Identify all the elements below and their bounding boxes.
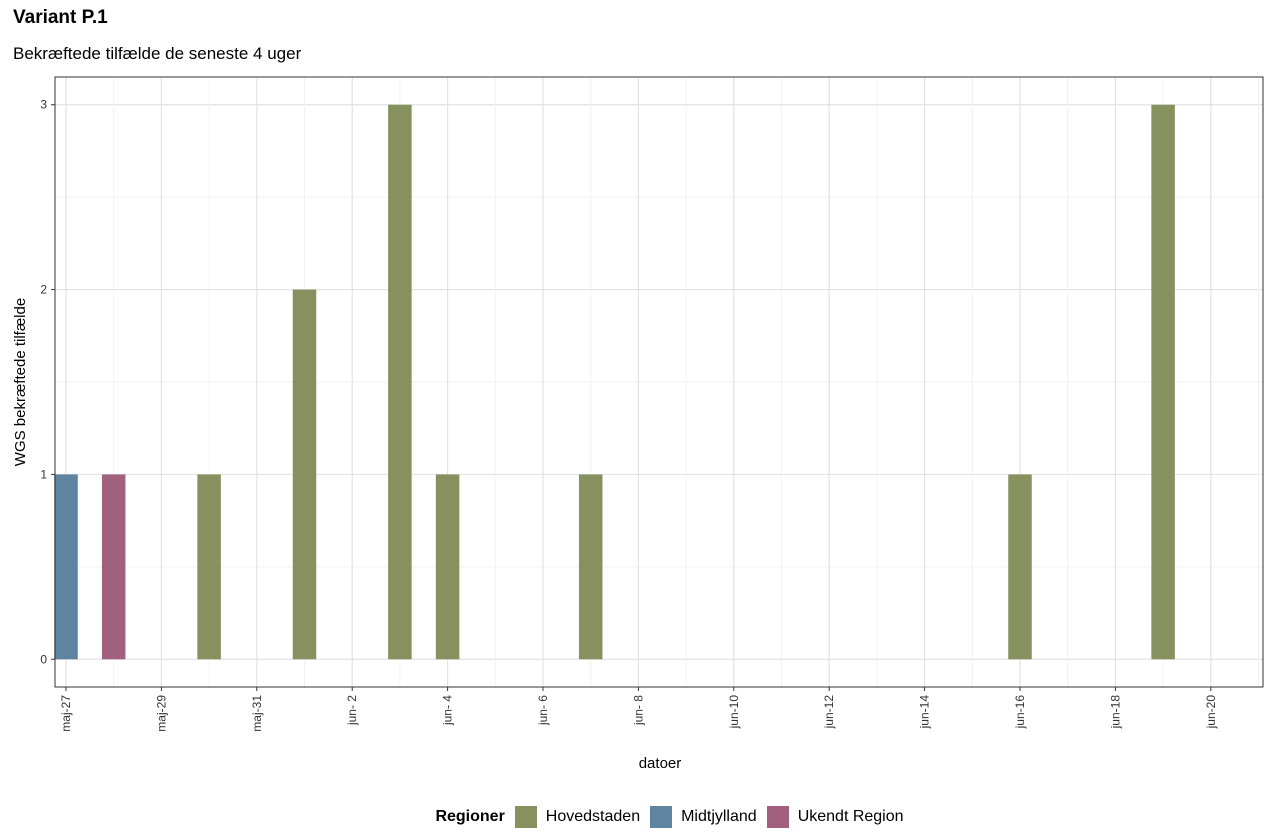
bar — [292, 289, 317, 660]
bars — [54, 104, 1175, 660]
grid-lines — [55, 77, 1263, 687]
bar — [1151, 104, 1175, 660]
x-axis-title: datoer — [639, 755, 682, 772]
legend: Regioner Hovedstaden Midtjylland Ukendt … — [0, 806, 1269, 828]
chart-subtitle: Bekræftede tilfælde de seneste 4 uger — [13, 44, 302, 63]
x-tick-label: jun-10 — [727, 695, 741, 730]
x-tick-label: jun-18 — [1108, 695, 1122, 730]
legend-label-hovedstaden: Hovedstaden — [545, 808, 641, 825]
bar — [101, 474, 126, 660]
legend-item-ukendt-region: Ukendt Region — [766, 806, 904, 828]
legend-item-midtjylland: Midtjylland — [650, 806, 757, 828]
x-tick-label: jun-20 — [1204, 695, 1218, 730]
x-tick-label: jun-16 — [1013, 695, 1027, 730]
bar — [1008, 474, 1032, 660]
x-tick-label: maj-31 — [250, 695, 264, 732]
x-axis: maj-27 maj-29 maj-31 jun- 2 jun- 4 jun- 6 jun-… — [59, 687, 1218, 732]
legend-label-ukendt-region: Ukendt Region — [797, 808, 904, 825]
bar — [435, 474, 460, 660]
y-axis: 0 1 2 3 — [40, 98, 55, 666]
bar — [388, 104, 412, 660]
legend-swatch-ukendt-region — [766, 806, 789, 828]
legend-label-midtjylland: Midtjylland — [681, 808, 757, 825]
bar — [578, 474, 603, 660]
x-tick-label: jun-12 — [822, 695, 836, 730]
x-tick-label: jun- 4 — [441, 695, 455, 726]
y-tick-label: 2 — [40, 283, 47, 297]
x-tick-label: maj-27 — [59, 695, 73, 732]
panel-border — [54, 76, 1264, 688]
y-tick-label: 1 — [40, 467, 47, 481]
legend-title: Regioner — [435, 808, 505, 825]
y-axis-title: WGS bekræftede tilfælde — [12, 298, 29, 466]
x-tick-label: jun- 6 — [536, 695, 550, 726]
x-tick-label: jun-14 — [918, 695, 932, 730]
bar — [54, 474, 78, 660]
chart-title: Variant P.1 — [13, 7, 108, 28]
legend-swatch-midtjylland — [650, 806, 673, 828]
x-tick-label: jun- 8 — [631, 695, 645, 726]
legend-item-hovedstaden: Hovedstaden — [514, 806, 641, 828]
y-tick-label: 3 — [40, 98, 47, 112]
legend-swatch-hovedstaden — [514, 806, 537, 828]
x-tick-label: maj-29 — [154, 695, 168, 732]
y-tick-label: 0 — [40, 652, 47, 666]
x-tick-label: jun- 2 — [345, 695, 359, 726]
bar — [197, 474, 221, 660]
